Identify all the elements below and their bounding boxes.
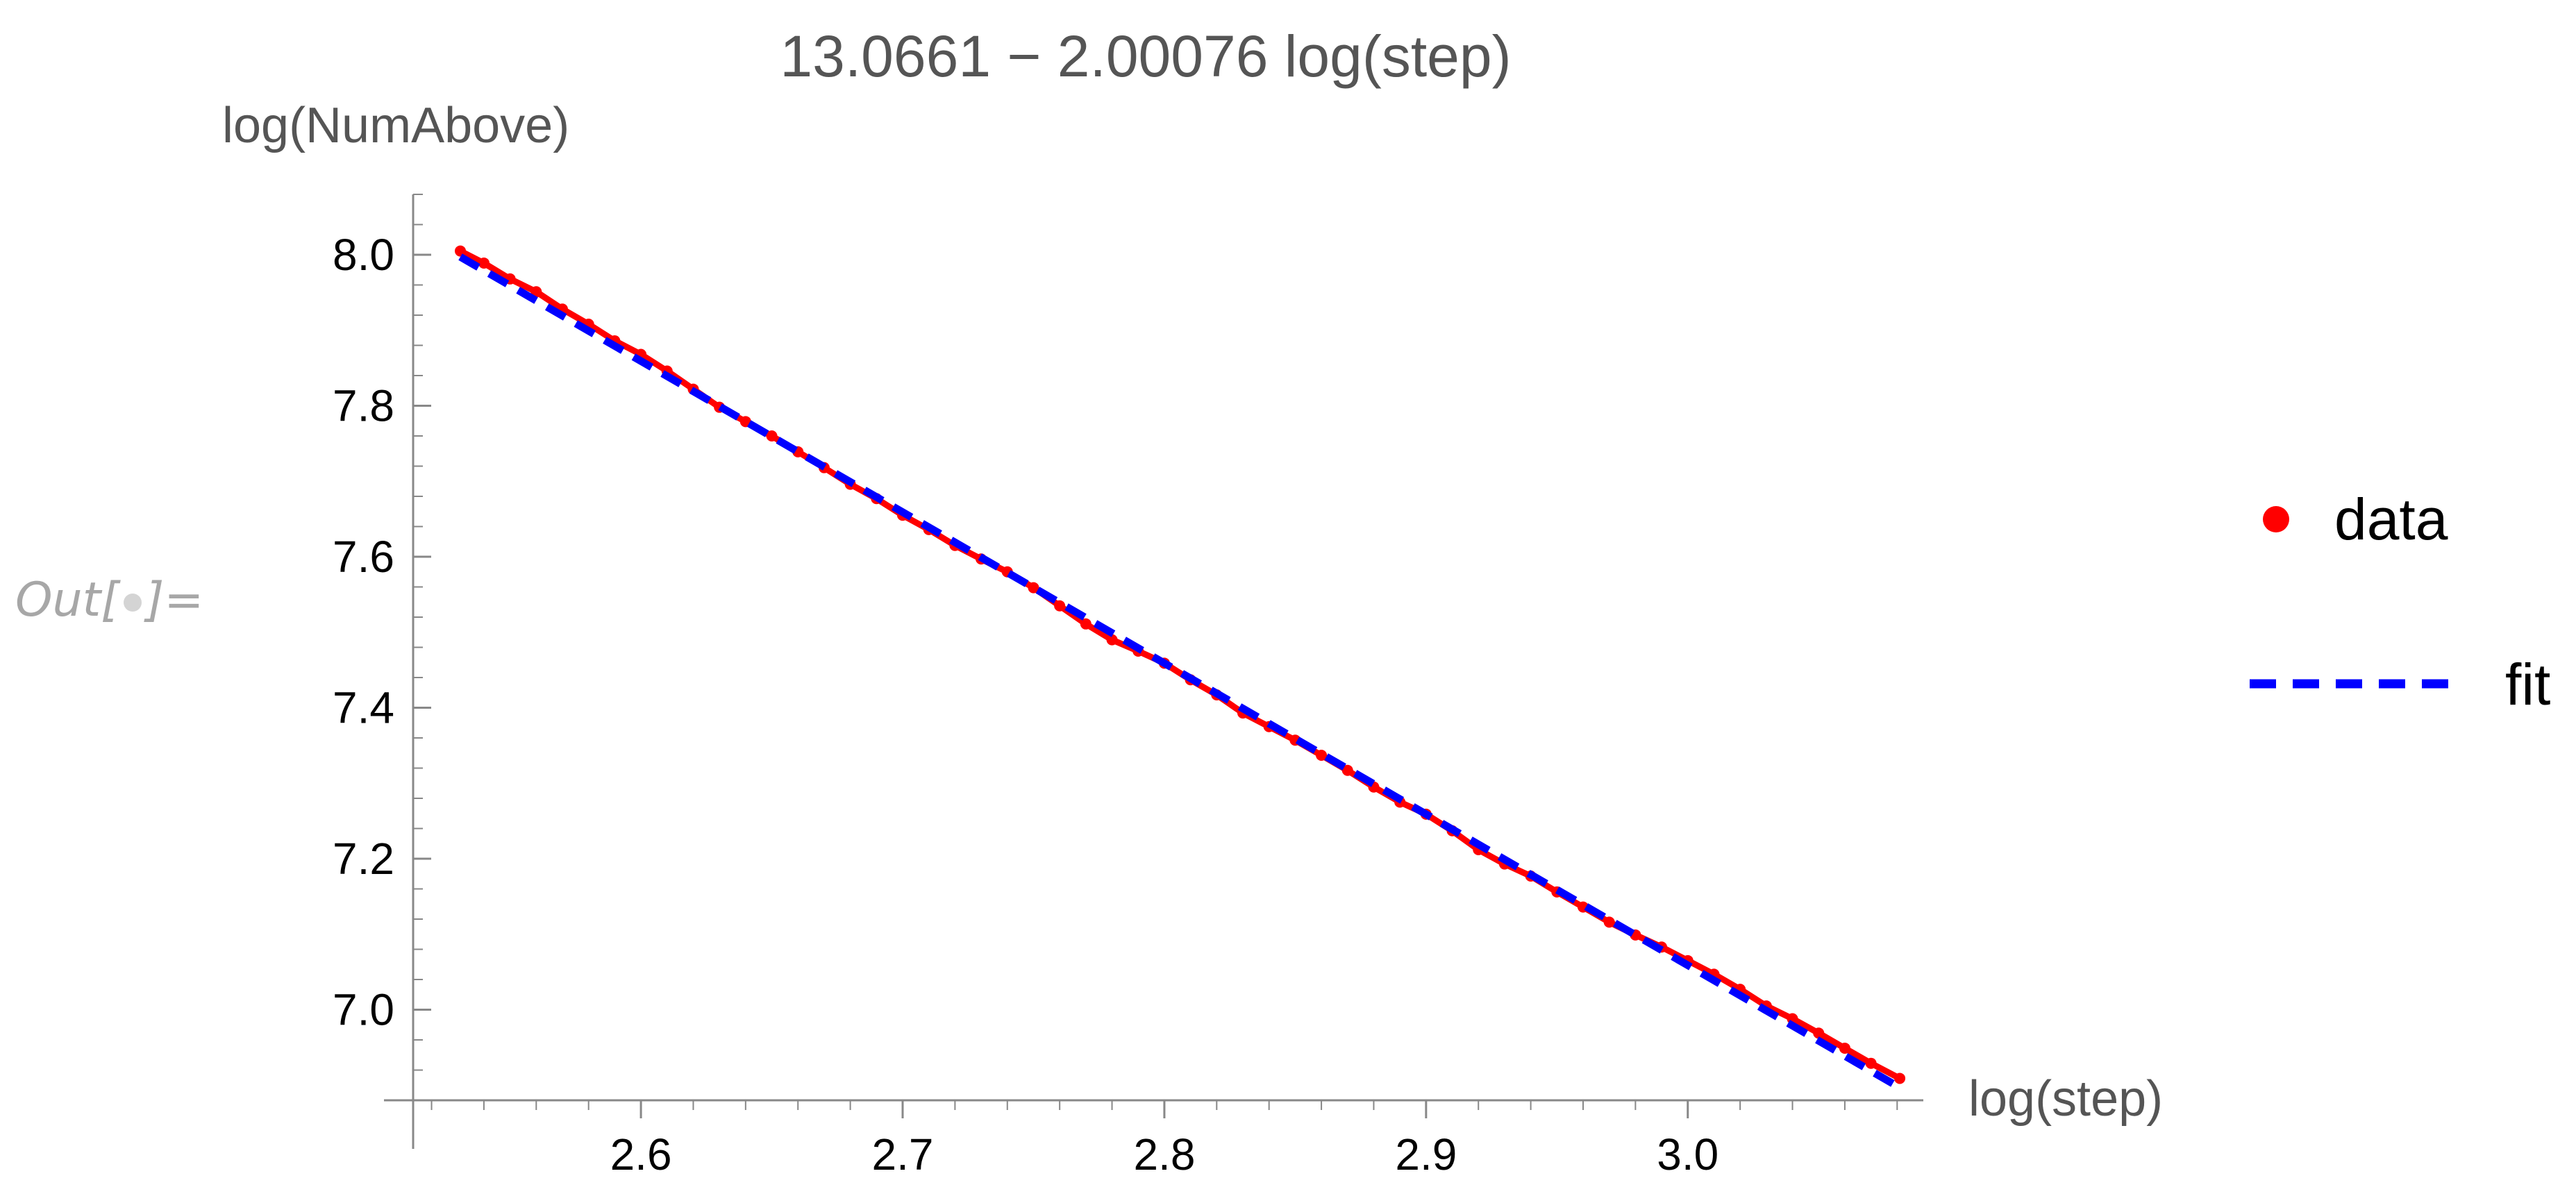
x-tick-label: 2.9 bbox=[1395, 1129, 1457, 1179]
data-point bbox=[455, 245, 466, 257]
data-point bbox=[530, 286, 542, 298]
data-point bbox=[1341, 764, 1353, 776]
legend: data fit bbox=[2250, 487, 2550, 717]
data-series-line bbox=[458, 248, 1902, 1082]
data-point bbox=[1839, 1042, 1850, 1054]
data-point bbox=[478, 257, 490, 269]
out-index-dot-icon bbox=[123, 594, 142, 612]
data-point bbox=[1865, 1057, 1877, 1069]
data-point bbox=[1894, 1073, 1906, 1084]
y-tick-label: 7.8 bbox=[333, 381, 394, 431]
data-point bbox=[1106, 634, 1118, 646]
y-tick-label: 7.2 bbox=[333, 834, 394, 884]
y-tick-label: 7.4 bbox=[333, 683, 394, 733]
data-point bbox=[1813, 1027, 1825, 1039]
legend-fit-label: fit bbox=[2505, 652, 2550, 717]
data-point bbox=[1080, 618, 1092, 630]
legend-data-marker-icon bbox=[2263, 506, 2289, 532]
data-point bbox=[766, 430, 778, 442]
fit-line bbox=[458, 253, 1902, 1091]
x-tick-label: 2.6 bbox=[610, 1129, 672, 1179]
x-axis-label: log(step) bbox=[1968, 1071, 2163, 1127]
data-point bbox=[1054, 600, 1066, 612]
y-ticks: 7.0 7.2 7.4 7.6 7.8 8.0 bbox=[333, 194, 431, 1101]
x-tick-label: 3.0 bbox=[1657, 1129, 1718, 1179]
x-ticks: 2.6 2.7 2.8 2.9 3.0 bbox=[430, 1100, 1898, 1179]
plot-area bbox=[455, 245, 1906, 1091]
out-prefix: Out[ bbox=[15, 573, 119, 628]
out-cell-label: Out[ ]= bbox=[15, 573, 203, 628]
y-axis-label: log(NumAbove) bbox=[222, 98, 569, 153]
data-point bbox=[1316, 750, 1328, 762]
chart-title: 13.0661 − 2.00076 log(step) bbox=[780, 24, 1511, 89]
data-point bbox=[1603, 916, 1615, 928]
legend-data-label: data bbox=[2334, 487, 2448, 552]
out-suffix: ]= bbox=[145, 573, 204, 628]
y-tick-label: 8.0 bbox=[333, 230, 394, 280]
x-tick-label: 2.8 bbox=[1133, 1129, 1195, 1179]
y-tick-label: 7.6 bbox=[333, 532, 394, 582]
y-tick-label: 7.0 bbox=[333, 985, 394, 1035]
data-point bbox=[739, 416, 751, 428]
x-tick-label: 2.7 bbox=[872, 1129, 934, 1179]
data-point bbox=[1028, 582, 1039, 594]
